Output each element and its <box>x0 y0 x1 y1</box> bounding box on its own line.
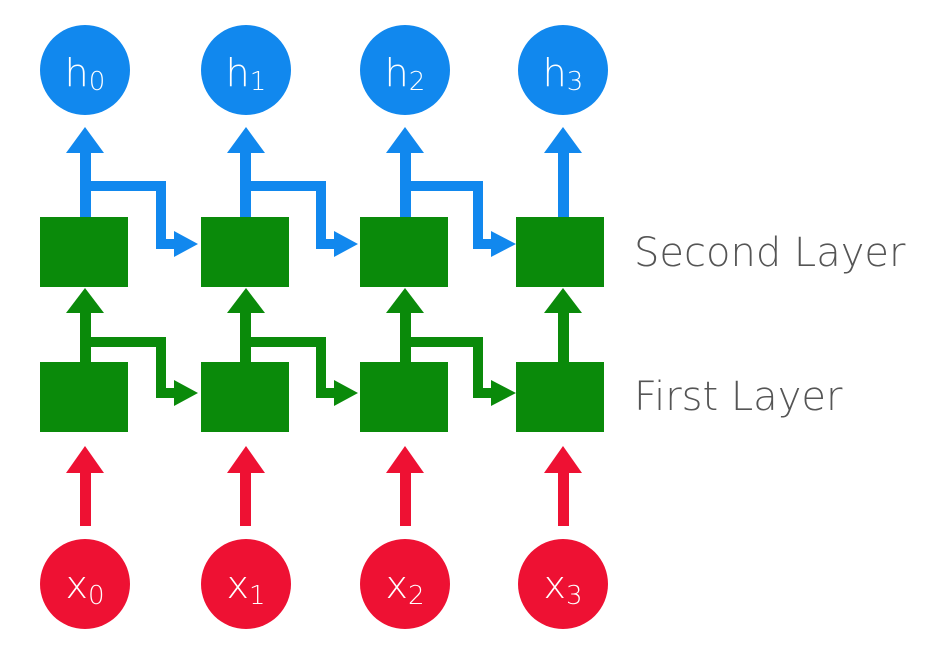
first-layer-recurrent-arrow-1-2 <box>250 337 358 406</box>
second-layer-recurrent-arrow-1-2 <box>250 181 358 257</box>
output-node-h2: h2 <box>360 25 450 115</box>
input-arrow-3 <box>544 446 582 526</box>
input-node-x1-sub: 1 <box>249 581 266 611</box>
input-node-x3-sub: 3 <box>566 581 583 611</box>
input-node-x0-sub: 0 <box>88 581 105 611</box>
inter-layer-arrows <box>66 288 582 362</box>
output-node-h1: h1 <box>201 25 291 115</box>
inter-layer-arrow-1 <box>227 288 265 362</box>
inter-layer-arrow-3 <box>544 288 582 362</box>
output-nodes: h0 h1 h2 h3 <box>40 25 608 115</box>
first-layer-cell-1 <box>201 362 289 432</box>
second-layer-cell-2 <box>360 217 448 287</box>
input-node-x2-sub: 2 <box>408 581 425 611</box>
first-layer-cell-2 <box>360 362 448 432</box>
output-node-h1-base: h <box>226 51 250 95</box>
output-node-h1-sub: 1 <box>250 67 267 97</box>
first-layer-recurrent-arrows <box>90 337 516 406</box>
output-arrows <box>66 127 582 217</box>
output-arrow-1 <box>227 127 265 217</box>
input-arrow-2 <box>386 446 424 526</box>
inter-layer-arrow-2 <box>386 288 424 362</box>
input-node-x3-base: x <box>543 563 566 607</box>
output-arrow-2 <box>386 127 424 217</box>
svg-text:x3: x3 <box>543 563 582 611</box>
output-arrow-3 <box>544 127 582 217</box>
output-node-h3-base: h <box>543 51 567 95</box>
input-node-x2-base: x <box>385 563 408 607</box>
second-layer-recurrent-arrow-0-1 <box>90 181 198 257</box>
svg-text:h3: h3 <box>543 51 584 97</box>
output-node-h0-base: h <box>65 51 89 95</box>
svg-text:h0: h0 <box>65 51 106 97</box>
first-layer-recurrent-arrow-0-1 <box>90 337 198 406</box>
output-node-h2-base: h <box>385 51 409 95</box>
input-arrow-0 <box>66 446 104 526</box>
second-layer-cell-0 <box>40 217 128 287</box>
output-node-h3: h3 <box>518 25 608 115</box>
svg-text:h1: h1 <box>226 51 267 97</box>
input-node-x0-base: x <box>65 563 88 607</box>
input-node-x2: x2 <box>360 539 450 629</box>
first-layer-cells <box>40 362 604 432</box>
output-node-h2-sub: 2 <box>409 67 426 97</box>
input-nodes: x0 x1 x2 x3 <box>40 539 608 629</box>
svg-text:h2: h2 <box>385 51 426 97</box>
first-layer-cell-0 <box>40 362 128 432</box>
second-layer-cells <box>40 217 604 287</box>
second-layer-label: Second Layer <box>634 230 906 276</box>
first-layer-cell-3 <box>516 362 604 432</box>
svg-text:x1: x1 <box>226 563 265 611</box>
output-arrow-0 <box>66 127 104 217</box>
input-node-x1: x1 <box>201 539 291 629</box>
inter-layer-arrow-0 <box>66 288 104 362</box>
second-layer-recurrent-arrows <box>90 181 516 257</box>
second-layer-cell-1 <box>201 217 289 287</box>
svg-text:x2: x2 <box>385 563 424 611</box>
output-node-h0-sub: 0 <box>89 67 106 97</box>
input-arrow-1 <box>227 446 265 526</box>
first-layer-recurrent-arrow-2-3 <box>410 337 516 406</box>
first-layer-label: First Layer <box>634 374 843 420</box>
input-arrows <box>66 446 582 526</box>
output-node-h0: h0 <box>40 25 130 115</box>
svg-text:x0: x0 <box>65 563 104 611</box>
input-node-x0: x0 <box>40 539 130 629</box>
output-node-h3-sub: 3 <box>567 67 584 97</box>
input-node-x3: x3 <box>518 539 608 629</box>
input-node-x1-base: x <box>226 563 249 607</box>
second-layer-recurrent-arrow-2-3 <box>410 181 516 257</box>
second-layer-cell-3 <box>516 217 604 287</box>
